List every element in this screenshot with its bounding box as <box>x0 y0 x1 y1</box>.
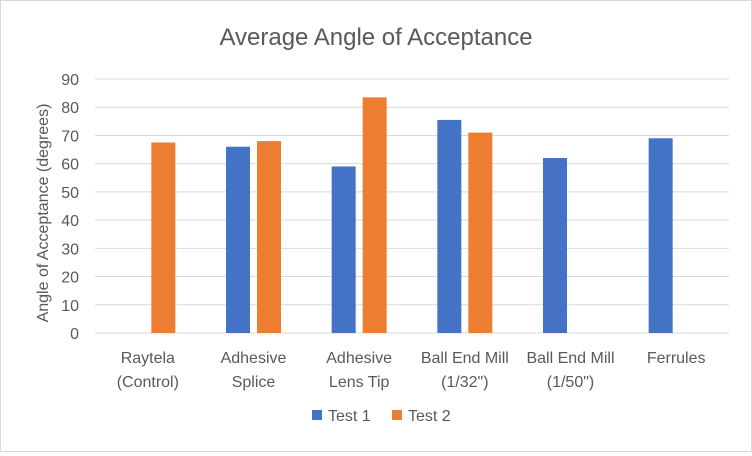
x-category-label: Adhesive <box>221 350 287 367</box>
y-tick-label: 60 <box>61 157 79 174</box>
x-category-label: Splice <box>232 374 276 391</box>
y-axis-ticks: 0 10 20 30 40 50 60 70 80 90 <box>61 72 79 343</box>
x-category-label: (1/50") <box>547 374 594 391</box>
x-category-label: Lens Tip <box>329 374 390 391</box>
bar-test-2 <box>468 132 493 333</box>
y-tick-label: 80 <box>61 100 79 117</box>
y-axis-title: Angle of Acceptance (degrees) <box>35 104 52 323</box>
bar-test-2 <box>362 97 387 333</box>
bars <box>151 97 673 333</box>
x-category-label: Ball End Mill <box>526 350 614 367</box>
bar-test-2 <box>257 141 281 333</box>
y-tick-label: 20 <box>61 270 79 287</box>
y-tick-label: 30 <box>61 241 79 258</box>
bar-test-1 <box>437 119 462 333</box>
legend: Test 1 Test 2 <box>312 408 451 425</box>
legend-swatch <box>312 410 322 420</box>
x-category-label: Ball End Mill <box>421 350 509 367</box>
gridlines <box>95 78 729 334</box>
y-tick-label: 50 <box>61 185 79 202</box>
y-tick-label: 0 <box>70 326 79 343</box>
bar-test-1 <box>543 158 567 333</box>
legend-swatch <box>392 410 402 420</box>
bar-test-1 <box>226 146 250 333</box>
legend-label: Test 1 <box>328 408 371 425</box>
y-tick-label: 40 <box>61 213 79 230</box>
y-tick-label: 70 <box>61 128 79 145</box>
bar-test-1 <box>648 138 673 333</box>
chart-title: Average Angle of Acceptance <box>219 24 532 51</box>
bar-test-1 <box>331 166 356 333</box>
x-category-label: (1/32") <box>441 374 488 391</box>
x-category-label: Raytela <box>121 350 175 367</box>
x-category-label: Ferrules <box>647 350 706 367</box>
x-category-label: Adhesive <box>326 350 392 367</box>
y-tick-label: 90 <box>61 72 79 89</box>
x-category-label: (Control) <box>117 374 179 391</box>
y-tick-label: 10 <box>61 298 79 315</box>
legend-label: Test 2 <box>408 408 451 425</box>
bar-test-2 <box>151 142 176 333</box>
x-axis-categories: Raytela (Control) Adhesive Splice Adhesive Le… <box>117 350 706 391</box>
